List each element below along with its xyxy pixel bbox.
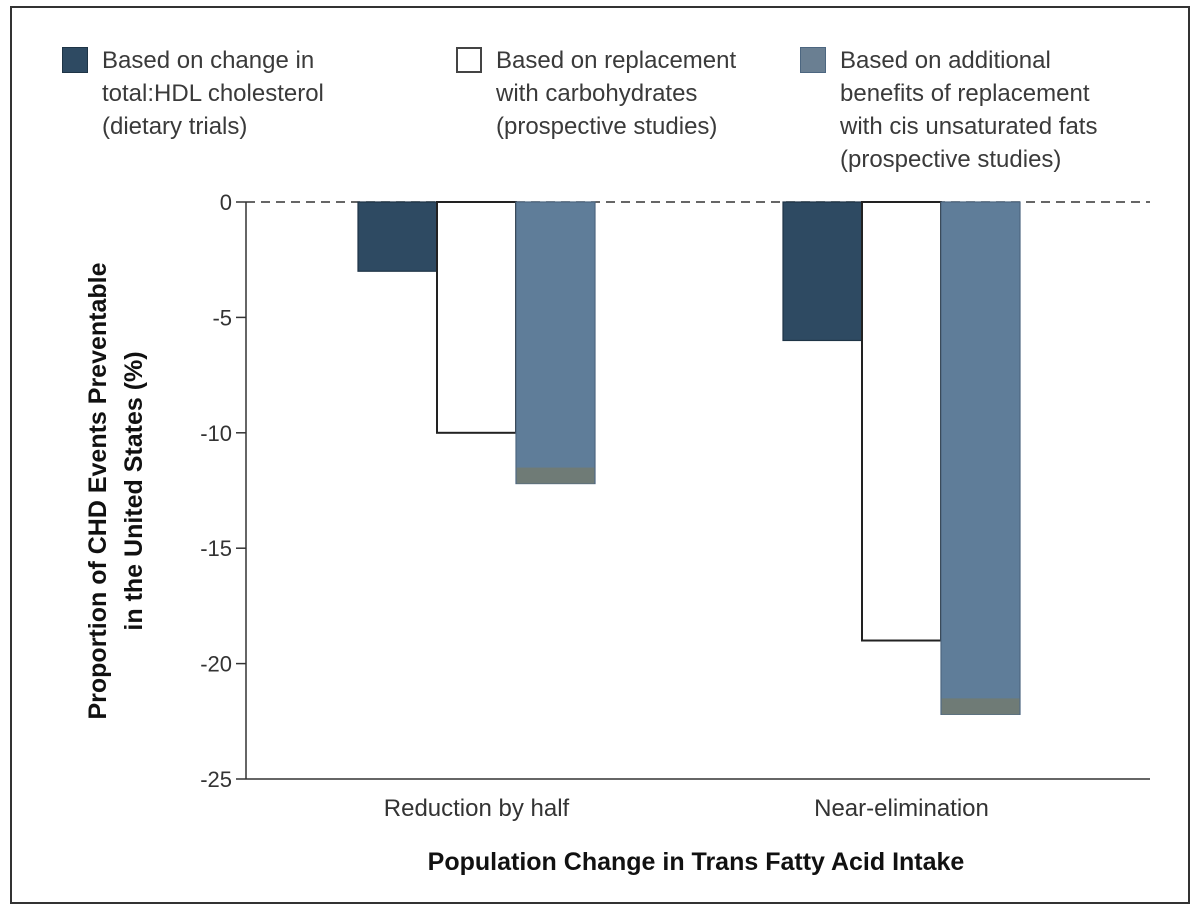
y-tick-label: -10 xyxy=(200,421,232,446)
y-tick-label: 0 xyxy=(220,190,232,215)
bar-cis-unsaturated-reduction-by-half xyxy=(515,201,596,485)
legend-swatch-white xyxy=(456,47,482,73)
legend-item-total-hdl: Based on change in total:HDL cholesterol… xyxy=(62,44,324,143)
y-tick-label: -5 xyxy=(212,305,232,330)
y-tick-label: -25 xyxy=(200,767,232,792)
y-tick-label: -15 xyxy=(200,536,232,561)
legend-label-total-hdl: Based on change in total:HDL cholesterol… xyxy=(102,47,324,140)
bar-total-hdl-near-elimination xyxy=(782,201,863,342)
x-category-label-reduction-by-half: Reduction by half xyxy=(384,795,570,822)
legend-item-carbohydrates: Based on replacement with carbohydrates … xyxy=(456,44,736,143)
bar-carbohydrates-reduction-by-half xyxy=(436,201,517,434)
legend-label-cis-unsaturated: Based on additional benefits of replacem… xyxy=(840,47,1098,173)
x-category-label-near-elimination: Near-elimination xyxy=(814,795,989,822)
bar-carbohydrates-near-elimination xyxy=(861,201,942,642)
bar-cis-unsaturated-near-elimination xyxy=(940,201,1021,715)
bar-bottom-band-near-elimination xyxy=(941,698,1020,715)
bar-total-hdl-reduction-by-half xyxy=(357,201,438,272)
y-tick-label: -20 xyxy=(200,652,232,677)
y-axis-title-line-1: Proportion of CHD Events Preventable xyxy=(84,262,112,719)
legend-label-carbohydrates: Based on replacement with carbohydrates … xyxy=(496,47,737,140)
legend-swatch-dark-blue xyxy=(62,47,88,73)
y-axis-title-line-2: in the United States (%) xyxy=(120,351,148,630)
legend-item-cis-unsaturated: Based on additional benefits of replacem… xyxy=(800,44,1097,176)
x-axis-title: Population Change in Trans Fatty Acid In… xyxy=(428,848,965,876)
legend-swatch-gray-blue xyxy=(800,47,826,73)
bar-bottom-band-reduction-by-half xyxy=(516,467,595,484)
